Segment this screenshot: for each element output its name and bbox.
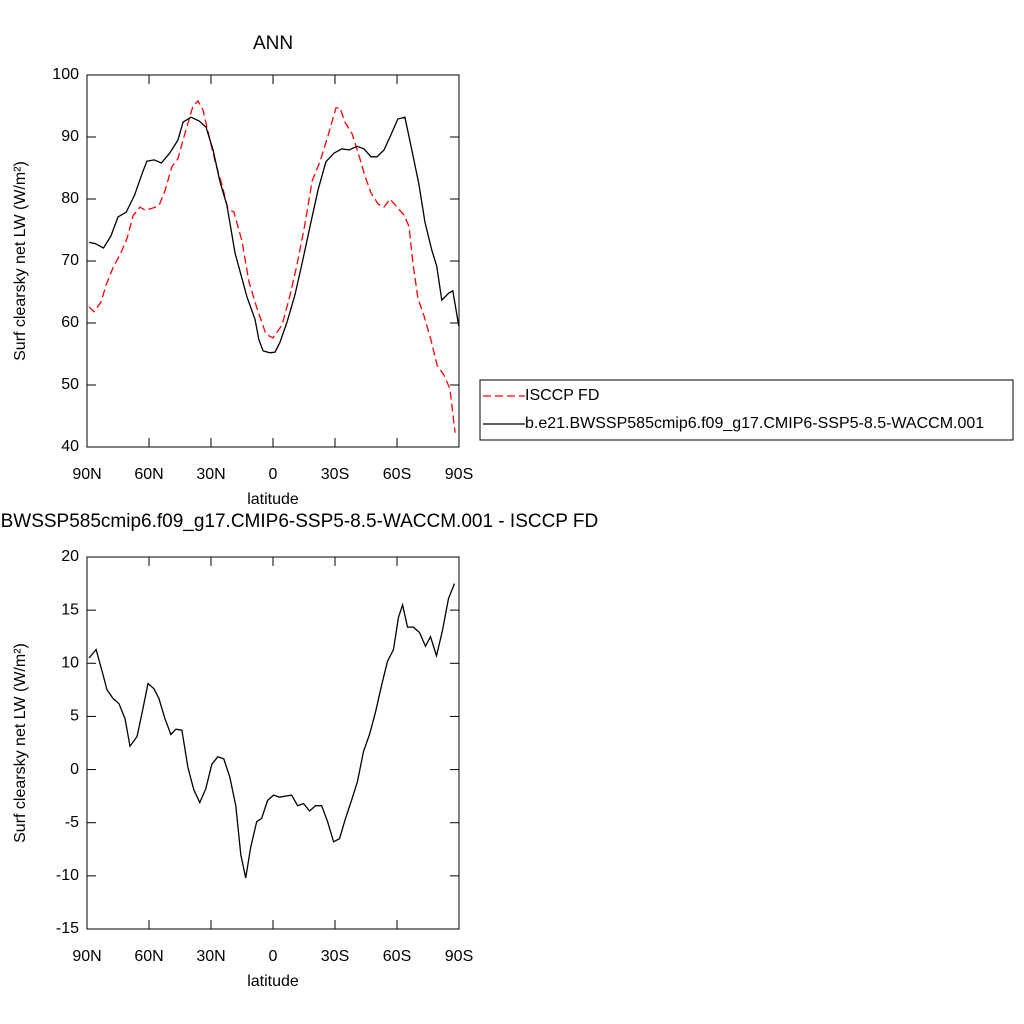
plot-frame <box>86 556 460 930</box>
y-tick-label: 20 <box>61 548 79 565</box>
x-tick-label: 30N <box>196 948 225 965</box>
y-tick-label: 70 <box>61 252 79 269</box>
x-tick-label: 0 <box>269 948 278 965</box>
y-tick-label: -5 <box>65 814 79 831</box>
y-tick-label: 100 <box>52 66 79 83</box>
data-line <box>88 116 460 354</box>
x-tick-label: 90S <box>445 466 473 483</box>
legend-label: ISCCP FD <box>525 387 599 404</box>
x-tick-label: 30S <box>321 948 349 965</box>
data-line <box>88 583 456 879</box>
chart-title: ANN <box>253 33 293 54</box>
x-tick-label: 90N <box>72 948 101 965</box>
y-tick-label: 0 <box>70 761 79 778</box>
x-tick-label: 60N <box>134 466 163 483</box>
legend-box <box>479 379 1014 441</box>
x-tick-label: 60S <box>383 948 411 965</box>
x-axis-label: latitude <box>247 491 299 508</box>
chart-title: b.e21.BWSSP585cmip6.f09_g17.CMIP6-SSP5-8… <box>0 511 598 532</box>
y-tick-label: -10 <box>56 867 79 884</box>
y-axis-label: Surf clearsky net LW (W/m²) <box>12 643 29 843</box>
x-tick-label: 60S <box>383 466 411 483</box>
y-tick-label: 5 <box>70 708 79 725</box>
y-tick-label: -15 <box>56 920 79 937</box>
y-axis-label: Surf clearsky net LW (W/m²) <box>12 161 29 361</box>
y-tick-label: 60 <box>61 314 79 331</box>
x-axis-label: latitude <box>247 973 299 990</box>
x-tick-label: 30S <box>321 466 349 483</box>
legend-label: b.e21.BWSSP585cmip6.f09_g17.CMIP6-SSP5-8… <box>525 415 984 432</box>
y-tick-label: 10 <box>61 655 79 672</box>
x-tick-label: 60N <box>134 948 163 965</box>
y-tick-label: 90 <box>61 128 79 145</box>
x-tick-label: 30N <box>196 466 225 483</box>
x-tick-label: 90S <box>445 948 473 965</box>
plot-frame <box>86 74 460 448</box>
data-line <box>88 99 456 433</box>
y-tick-label: 80 <box>61 190 79 207</box>
x-tick-label: 0 <box>269 466 278 483</box>
y-tick-label: 40 <box>61 438 79 455</box>
x-tick-label: 90N <box>72 466 101 483</box>
y-tick-label: 15 <box>61 601 79 618</box>
y-tick-label: 50 <box>61 376 79 393</box>
